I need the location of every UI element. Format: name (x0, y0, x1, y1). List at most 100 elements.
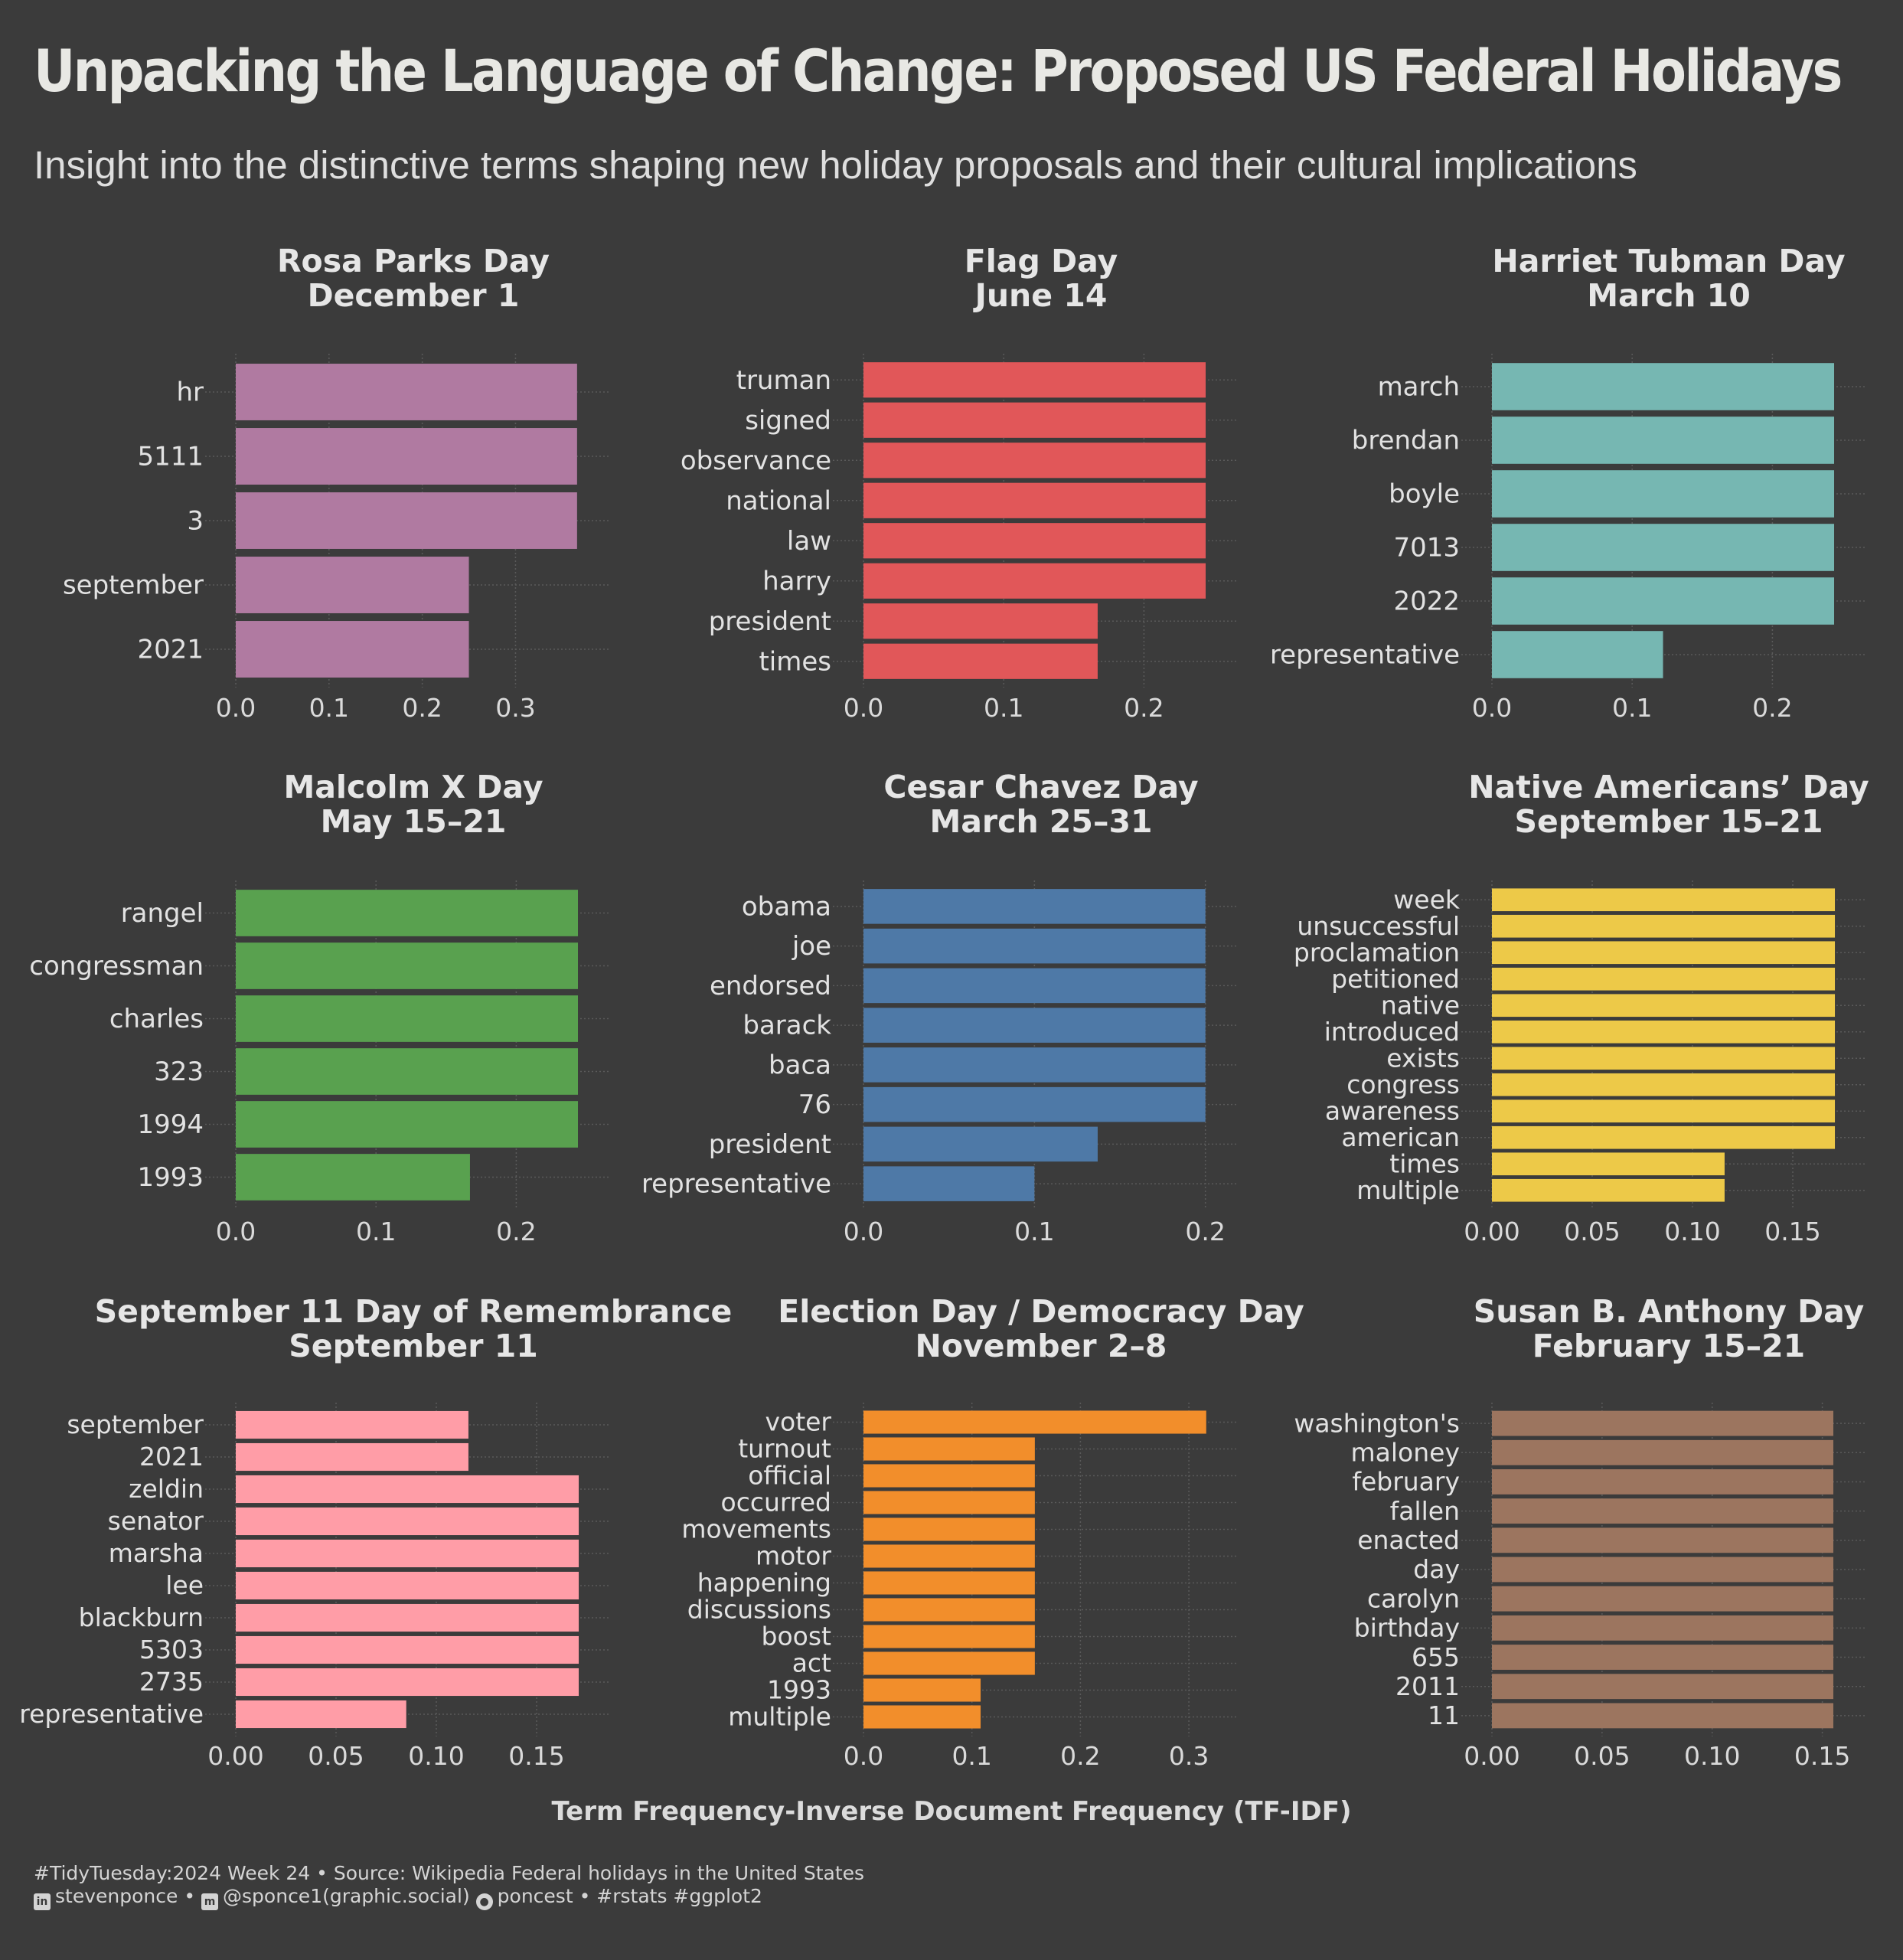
category-label: multiple (728, 1702, 831, 1732)
x-tick-label: 0.00 (207, 1741, 263, 1771)
github-handle[interactable]: poncest (497, 1885, 573, 1907)
bar (863, 1464, 1035, 1488)
category-label: 7013 (1393, 533, 1460, 564)
category-label: carolyn (1367, 1583, 1460, 1613)
bar (1492, 888, 1836, 912)
facet-title: Rosa Parks Day (277, 243, 550, 279)
category-label: unsuccessful (1297, 911, 1460, 941)
bar (863, 1086, 1206, 1122)
bar (1492, 1674, 1833, 1700)
bar (863, 362, 1206, 398)
chart-title: Unpacking the Language of Change: Propos… (34, 37, 1843, 105)
bar (236, 364, 577, 420)
category-label: hr (176, 377, 204, 408)
bar (1492, 1498, 1833, 1524)
x-tick-label: 0.2 (1060, 1741, 1100, 1771)
bar (863, 402, 1206, 438)
x-tick-label: 0.0 (844, 1217, 883, 1246)
bar (863, 1166, 1035, 1201)
category-label: marsha (109, 1538, 204, 1568)
category-label: movements (681, 1514, 831, 1544)
category-label: 76 (798, 1089, 831, 1120)
category-label: maloney (1351, 1437, 1460, 1467)
bar (236, 1571, 579, 1600)
x-tick-label: 0.00 (1464, 1217, 1519, 1246)
x-tick-label: 0.15 (508, 1741, 564, 1771)
category-label: act (792, 1648, 831, 1678)
category-label: observance (681, 446, 831, 476)
x-tick-label: 0.3 (495, 693, 535, 723)
facet-title: Malcolm X Day (283, 769, 543, 805)
x-tick-label: 0.1 (984, 693, 1023, 723)
x-tick-label: 0.2 (1185, 1217, 1225, 1246)
category-label: endorsed (710, 971, 831, 1001)
caption-separator: • (184, 1885, 196, 1907)
bar (1492, 470, 1835, 518)
category-label: 2022 (1393, 586, 1460, 617)
facet-subtitle: November 2–8 (916, 1328, 1167, 1364)
category-label: february (1352, 1467, 1460, 1497)
mastodon-handle[interactable]: @sponce1(graphic.social) (223, 1885, 470, 1907)
bar (1492, 941, 1836, 965)
facet-subtitle: June 14 (973, 277, 1108, 314)
bar (863, 1625, 1035, 1648)
x-tick-label: 0.0 (844, 693, 883, 723)
category-label: september (67, 1410, 204, 1439)
bar (863, 1437, 1035, 1461)
bar (863, 523, 1206, 559)
category-label: american (1341, 1122, 1460, 1152)
caption-tags: #rstats #ggplot2 (596, 1885, 762, 1907)
bar (236, 942, 579, 989)
facet-subtitle: December 1 (308, 277, 520, 314)
x-tick-label: 0.2 (402, 693, 442, 723)
category-label: motor (756, 1541, 831, 1571)
bar (1492, 524, 1835, 571)
facet-title: Flag Day (965, 243, 1118, 279)
linkedin-handle[interactable]: stevenponce (55, 1885, 178, 1907)
bar (863, 643, 1098, 679)
bar (863, 1491, 1035, 1514)
bar (1492, 1527, 1833, 1553)
bar (236, 1507, 579, 1536)
x-tick-label: 0.05 (1574, 1741, 1630, 1771)
bar (1492, 914, 1836, 938)
bar (863, 603, 1098, 639)
bar (1492, 416, 1835, 464)
category-label: barack (743, 1011, 831, 1041)
bar (236, 428, 577, 485)
x-tick-label: 0.15 (1794, 1741, 1850, 1771)
bar (1492, 1410, 1833, 1436)
github-icon: ● (475, 1893, 493, 1910)
category-label: president (709, 606, 831, 637)
category-label: week (1393, 884, 1461, 914)
category-label: 655 (1412, 1642, 1460, 1672)
category-label: 1994 (137, 1109, 204, 1140)
category-label: congressman (29, 951, 204, 982)
category-label: september (63, 570, 204, 601)
x-tick-label: 0.3 (1169, 1741, 1209, 1771)
category-label: boyle (1389, 479, 1460, 510)
bar (236, 557, 469, 613)
bar (863, 443, 1206, 479)
x-tick-label: 0.2 (496, 1217, 536, 1246)
category-label: exists (1386, 1043, 1460, 1073)
facet-subtitle: September 15–21 (1514, 803, 1823, 840)
category-label: harry (762, 566, 831, 596)
category-label: petitioned (1331, 964, 1460, 994)
category-label: voter (765, 1407, 831, 1437)
x-tick-label: 0.0 (1472, 693, 1512, 723)
bar (863, 928, 1206, 964)
bar (236, 1154, 470, 1200)
facet-subtitle: September 11 (289, 1328, 538, 1364)
category-label: fallen (1390, 1496, 1460, 1526)
category-label: 1993 (767, 1675, 831, 1705)
bar (863, 968, 1206, 1004)
bar (1492, 1439, 1833, 1465)
bar (863, 563, 1206, 599)
bar (863, 482, 1206, 518)
chart-subtitle: Insight into the distinctive terms shapi… (34, 143, 1637, 187)
